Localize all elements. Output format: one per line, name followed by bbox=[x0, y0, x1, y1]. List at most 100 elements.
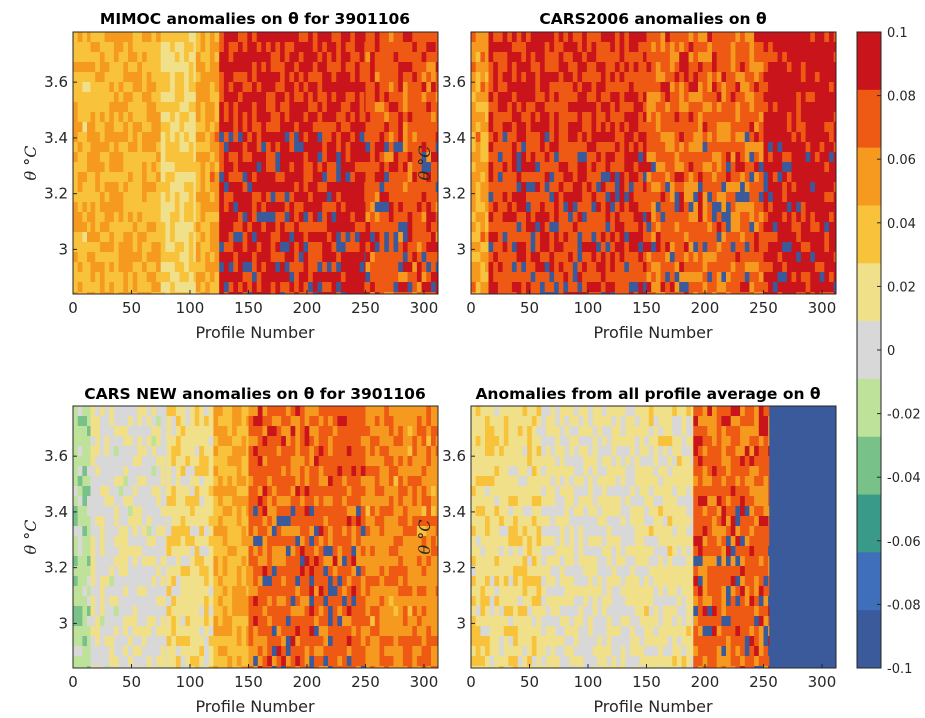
heatmap-cell bbox=[104, 546, 110, 557]
heatmap-cell bbox=[179, 192, 185, 203]
heatmap-cell bbox=[95, 666, 101, 668]
heatmap-cell bbox=[511, 172, 518, 183]
heatmap-cell bbox=[256, 282, 262, 293]
heatmap-cell bbox=[398, 122, 404, 133]
heatmap-cell bbox=[596, 192, 602, 203]
heatmap-cell bbox=[721, 92, 727, 103]
heatmap-cell bbox=[526, 252, 532, 263]
heatmap-cell bbox=[294, 102, 300, 113]
heatmap-cell bbox=[535, 202, 541, 213]
heatmap-cell bbox=[238, 212, 244, 223]
heatmap-cell bbox=[679, 262, 685, 273]
heatmap-cell bbox=[200, 252, 206, 263]
heatmap-cell bbox=[530, 42, 536, 53]
heatmap-cell bbox=[421, 62, 427, 73]
heatmap-cell bbox=[312, 252, 319, 263]
heatmap-cell bbox=[497, 182, 504, 193]
heatmap-cell bbox=[73, 192, 79, 203]
heatmap-cell bbox=[95, 82, 101, 93]
heatmap-cell bbox=[693, 152, 699, 163]
heatmap-cell bbox=[582, 212, 588, 223]
heatmap-cell bbox=[435, 182, 438, 193]
heatmap-cell bbox=[384, 192, 390, 203]
heatmap-cell bbox=[200, 192, 206, 203]
heatmap-cell bbox=[238, 262, 244, 273]
heatmap-cell bbox=[104, 52, 110, 63]
heatmap-cell bbox=[740, 252, 746, 263]
heatmap-cell bbox=[665, 62, 671, 73]
heatmap-cell bbox=[426, 192, 432, 203]
heatmap-cell bbox=[87, 162, 92, 173]
heatmap-cell bbox=[810, 252, 816, 263]
heatmap-cell bbox=[118, 152, 124, 163]
heatmap-cell bbox=[123, 132, 129, 143]
heatmap-cell bbox=[219, 222, 225, 233]
heatmap-cell bbox=[596, 242, 602, 253]
heatmap-cell bbox=[721, 42, 727, 53]
heatmap-cell bbox=[233, 262, 239, 273]
heatmap-cell bbox=[693, 212, 699, 223]
heatmap-cell bbox=[480, 142, 486, 153]
heatmap-cell bbox=[402, 92, 409, 103]
heatmap-cell bbox=[800, 272, 807, 283]
heatmap-cell bbox=[99, 626, 106, 637]
heatmap-cell bbox=[166, 416, 172, 427]
heatmap-cell bbox=[280, 32, 286, 43]
heatmap-cell bbox=[87, 666, 92, 668]
heatmap-cell bbox=[833, 282, 836, 293]
heatmap-cell bbox=[137, 192, 143, 203]
heatmap-cell bbox=[326, 172, 333, 183]
heatmap-cell bbox=[544, 202, 550, 213]
heatmap-cell bbox=[402, 112, 409, 123]
heatmap-cell bbox=[810, 152, 816, 163]
heatmap-cell bbox=[646, 232, 652, 243]
heatmap-cell bbox=[554, 62, 560, 73]
heatmap-cell bbox=[480, 292, 486, 294]
heatmap-cell bbox=[87, 606, 92, 617]
heatmap-cell bbox=[502, 202, 508, 213]
heatmap-cell bbox=[521, 222, 527, 233]
heatmap-cell bbox=[200, 152, 206, 163]
heatmap-cell bbox=[660, 252, 666, 263]
heatmap-cell bbox=[284, 132, 290, 143]
heatmap-cell bbox=[572, 202, 579, 213]
heatmap-cell bbox=[132, 666, 138, 668]
heatmap-cell bbox=[345, 292, 351, 294]
heatmap-cell bbox=[544, 292, 550, 294]
heatmap-cell bbox=[416, 272, 423, 283]
heatmap-cell bbox=[471, 242, 477, 253]
heatmap-cell bbox=[123, 282, 129, 293]
heatmap-cell bbox=[165, 202, 171, 213]
heatmap-cell bbox=[179, 52, 185, 63]
heatmap-cell bbox=[174, 112, 181, 123]
heatmap-cell bbox=[214, 142, 220, 153]
heatmap-cell bbox=[702, 182, 708, 193]
heatmap-cell bbox=[179, 282, 185, 293]
heatmap-cell bbox=[270, 62, 276, 73]
heatmap-cell bbox=[99, 122, 106, 133]
heatmap-cell bbox=[364, 282, 367, 293]
heatmap-cell bbox=[374, 82, 381, 93]
heatmap-cell bbox=[516, 142, 522, 153]
heatmap-cell bbox=[188, 122, 195, 133]
heatmap-cell bbox=[104, 556, 110, 567]
heatmap-cell bbox=[435, 262, 438, 273]
heatmap-cell bbox=[740, 92, 746, 103]
heatmap-cell bbox=[412, 142, 418, 153]
heatmap-cell bbox=[610, 202, 616, 213]
heatmap-cell bbox=[744, 292, 751, 294]
heatmap-cell bbox=[242, 132, 248, 143]
heatmap-cell bbox=[679, 152, 685, 163]
heatmap-cell bbox=[109, 586, 115, 597]
heatmap-cell bbox=[228, 242, 234, 253]
heatmap-cell bbox=[364, 112, 367, 123]
heatmap-cell bbox=[772, 112, 779, 123]
heatmap-cell bbox=[238, 82, 244, 93]
heatmap-cell bbox=[312, 112, 319, 123]
heatmap-cell bbox=[340, 202, 347, 213]
heatmap-cell bbox=[605, 32, 611, 43]
heatmap-cell bbox=[73, 72, 79, 83]
heatmap-cell bbox=[502, 292, 508, 294]
heatmap-cell bbox=[591, 62, 597, 73]
heatmap-cell bbox=[132, 426, 138, 437]
